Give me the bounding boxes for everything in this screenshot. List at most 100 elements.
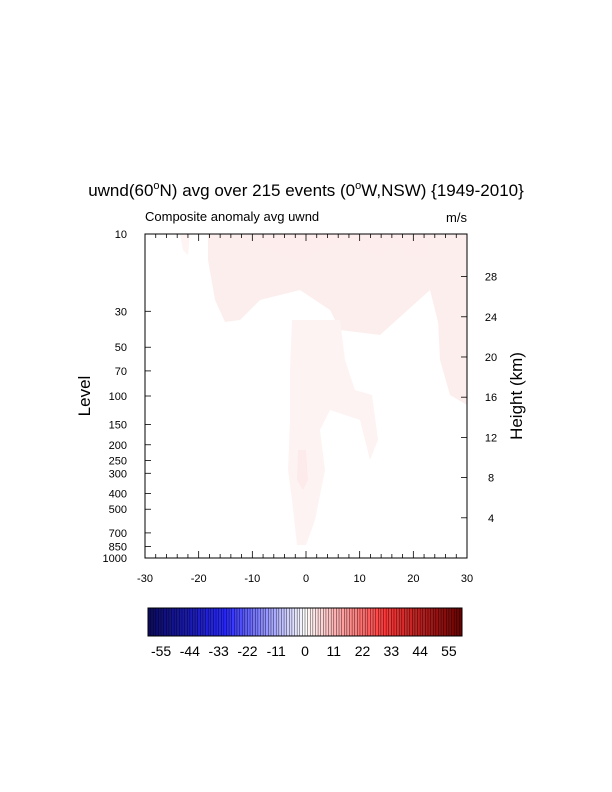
colorbar-bin [221,608,225,636]
colorbar-bin [399,608,403,636]
colorbar-bin [459,608,463,636]
colorbar-bin [189,608,193,636]
colorbar-bin [339,608,342,636]
colorbar-bin [344,608,348,636]
colorbar-bin [341,608,345,636]
colorbar-bin [291,608,295,636]
colorbar-bin [270,608,274,636]
height-tick-label: 24 [485,312,497,324]
colorbar-bin [375,608,379,636]
colorbar-bin [365,608,369,636]
colorbar-bin [294,608,298,636]
x-tick-label: -30 [137,573,153,585]
colorbar-bin [323,608,327,636]
y-tick-label: 850 [109,542,127,554]
colorbar-bin [234,608,238,636]
colorbar-bin [393,608,397,636]
colorbar-bin [218,608,222,636]
colorbar-bin [305,608,308,636]
y-tick-label: 30 [115,306,127,318]
colorbar-bin [216,608,219,636]
colorbar-bin [333,608,337,636]
colorbar-tick-label: 11 [327,643,342,659]
colorbar-bin [331,608,335,636]
colorbar-bin [229,608,233,636]
colorbar-bin [268,608,272,636]
colorbar-bin [370,608,374,636]
colorbar-bin [325,608,329,636]
colorbar-tick-label: -11 [267,643,286,659]
colorbar-bin [359,608,363,636]
colorbar-tick-label: -55 [151,643,171,659]
title-sup-1: o [153,180,159,192]
colorbar-bin [281,608,285,636]
title-part-2: N) avg over 215 events (0 [160,181,356,200]
colorbar-bin [195,608,199,636]
colorbar-bin [456,608,460,636]
colorbar-bin [352,608,356,636]
height-tick-label: 20 [485,352,497,364]
height-axis: 4 8 12 16 20 24 28 [461,272,497,525]
colorbar-bin [286,608,290,636]
anomaly-region-east [437,234,467,405]
height-tick-label: 28 [485,272,497,284]
colorbar-bin [168,608,172,636]
colorbar-bin [208,608,212,636]
colorbar-bin [336,608,340,636]
colorbar-bin [349,608,353,636]
y-tick-label: 500 [109,504,127,516]
colorbar-bin [438,608,442,636]
field-layer [180,234,467,545]
colorbar-bin [252,608,256,636]
colorbar-bin [420,608,424,636]
colorbar-bin [451,608,455,636]
colorbar-bin [289,608,293,636]
colorbar-bin [299,608,303,636]
colorbar-bin [161,608,164,636]
colorbar-tick-label: -22 [237,643,257,659]
colorbar-bin [244,608,248,636]
colorbar-bin [182,608,185,636]
colorbar-bin [200,608,204,636]
colorbar-bin [307,608,311,636]
colorbar-bin [255,608,259,636]
colorbar-bin [236,608,240,636]
colorbar-bin [257,608,261,636]
colorbar-bin [205,608,209,636]
colorbar-bin [401,608,405,636]
colorbar-bin [427,608,431,636]
colorbar-bin [242,608,246,636]
colorbar-tick-label: -33 [209,643,229,659]
colorbar-bin [312,608,316,636]
colorbar-bin [362,608,366,636]
height-tick-label: 12 [485,432,497,444]
colorbar-bin [179,608,183,636]
anomaly-region-column-inner [297,450,308,490]
height-tick-label: 16 [485,392,497,404]
colorbar-bin [202,608,206,636]
y-tick-label: 400 [109,489,127,501]
colorbar-bin [155,608,159,636]
title-sup-2: o [355,180,361,192]
colorbar-frame [147,607,463,637]
colorbar-tick-label: 44 [412,643,428,659]
anomaly-region-upper [208,234,467,335]
colorbar-bin [153,608,157,636]
colorbar-bin [226,608,230,636]
y-axis-label: Level [75,376,94,417]
anomaly-region-tail [180,234,190,255]
anomaly-region-column [288,320,378,545]
y-tick-label: 10 [115,229,127,241]
anomaly-region-core [255,234,430,262]
colorbar-bin [454,608,458,636]
x-tick-label: -10 [244,573,260,585]
colorbar-bin [446,608,450,636]
colorbar-bin [320,608,324,636]
colorbar-bin [310,608,314,636]
colorbar-bin [346,608,350,636]
colorbar-bin [213,608,217,636]
colorbar-bin [148,608,151,636]
colorbar-bin [239,608,243,636]
colorbar-bin [328,608,332,636]
y-tick-label: 50 [115,342,127,354]
